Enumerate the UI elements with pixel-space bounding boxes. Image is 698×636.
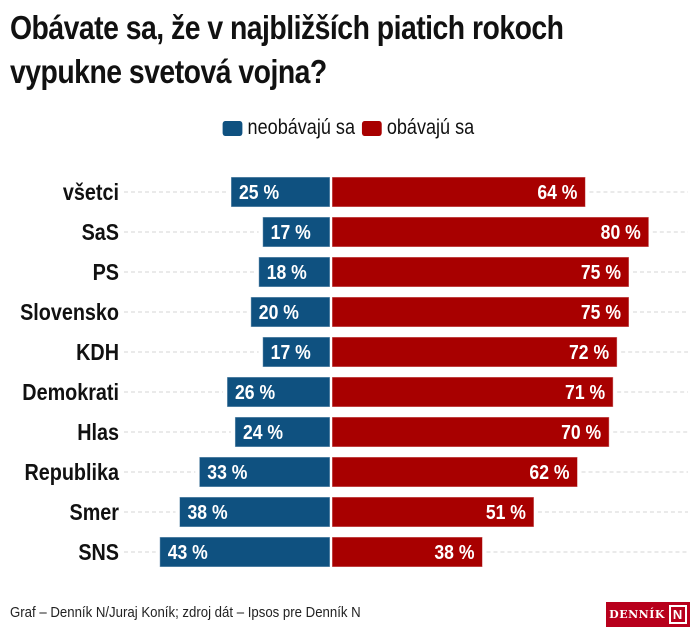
category-label: Smer [70,500,120,526]
value-label-obavaju: 72 % [569,341,609,363]
bar-neobavaju [159,536,331,568]
bar-neobavaju [234,416,331,448]
legend-label: obávajú sa [386,116,474,139]
value-label-neobavaju: 24 % [243,421,283,443]
bar-obavaju [331,416,610,448]
value-label-neobavaju: 38 % [188,501,228,523]
value-label-neobavaju: 25 % [239,181,279,203]
value-label-neobavaju: 20 % [259,301,299,323]
bar-neobavaju [262,216,331,248]
legend-item-obavaju: obávajú sa [361,115,474,141]
category-label: KDH [76,340,119,366]
chart-title-line-1: Obávate sa, že v najbližších piatich rok… [10,9,564,46]
bar-obavaju [331,216,650,248]
category-label: Slovensko [20,300,119,326]
bar-obavaju [331,256,630,288]
legend-item-neobavaju: neobávajú sa [222,115,355,141]
bar-obavaju [331,536,483,568]
value-label-neobavaju: 17 % [271,221,311,243]
value-label-obavaju: 75 % [581,261,621,283]
value-label-neobavaju: 43 % [168,541,208,563]
bar-obavaju [331,336,618,368]
category-label: všetci [63,180,119,206]
bar-obavaju [331,376,614,408]
bar-neobavaju [258,256,331,288]
value-label-neobavaju: 26 % [235,381,275,403]
bar-neobavaju [262,336,331,368]
value-label-obavaju: 51 % [486,501,526,523]
legend: neobávajú sa obávajú sa [0,115,698,143]
category-label: SNS [78,540,119,566]
value-label-obavaju: 71 % [565,381,605,403]
value-label-obavaju: 80 % [601,221,641,243]
chart-title: Obávate sa, že v najbližších piatich rok… [10,6,595,94]
value-label-obavaju: 38 % [434,541,474,563]
bar-obavaju [331,496,535,528]
value-label-neobavaju: 18 % [267,261,307,283]
category-label: Republika [25,460,120,486]
value-label-obavaju: 75 % [581,301,621,323]
legend-label: neobávajú sa [247,116,355,139]
category-label: Demokrati [22,380,119,406]
diverging-bar-chart: všetci 25 % 64 % SaS 17 % 80 % PS 18 % 75 % Slove… [20,176,688,568]
bar-neobavaju [250,296,331,328]
logo-n-icon: N [668,605,687,624]
bar-obavaju [331,296,630,328]
value-label-neobavaju: 33 % [207,461,247,483]
category-label: PS [93,260,119,286]
category-label: Hlas [77,420,119,446]
legend-swatch-blue [222,120,243,136]
chart-title-line-2: vypukne svetová vojna? [10,53,327,90]
source-credit: Graf – Denník N/Juraj Koník; zdroj dát –… [10,604,361,621]
value-label-obavaju: 64 % [537,181,577,203]
dennik-n-logo[interactable]: DENNÍK N [606,602,690,627]
legend-swatch-red [361,120,382,136]
logo-text: DENNÍK [609,608,665,621]
bar-obavaju [331,456,579,488]
value-label-obavaju: 62 % [529,461,569,483]
value-label-obavaju: 70 % [561,421,601,443]
bar-neobavaju [226,376,331,408]
bar-obavaju [331,176,586,208]
bar-neobavaju [198,456,331,488]
value-label-neobavaju: 17 % [271,341,311,363]
category-label: SaS [82,220,119,246]
bar-neobavaju [179,496,331,528]
bar-neobavaju [230,176,331,208]
